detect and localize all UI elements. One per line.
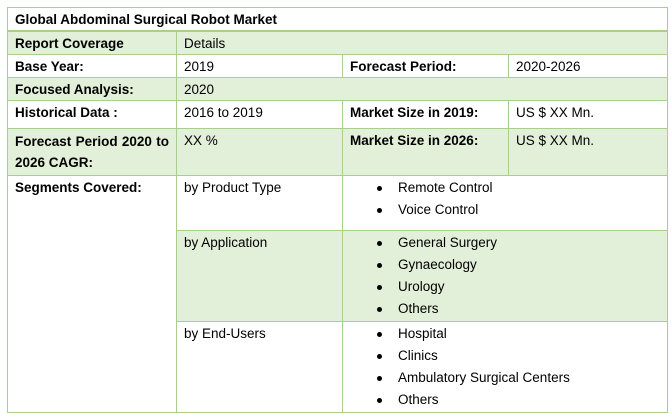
list-item: Voice Control [350, 200, 660, 222]
list-item: Urology [350, 277, 660, 299]
segment-items: Hospital Clinics Ambulatory Surgical Cen… [341, 321, 669, 413]
focused-analysis-value: 2020 [175, 77, 669, 101]
list-item: Others [350, 299, 660, 321]
coverage-value: Details [175, 30, 669, 55]
market-size-2026-value: US $ XX Mn. [507, 128, 669, 176]
cagr-label: Forecast Period 2020 to 2026 CAGR: [7, 128, 177, 176]
list-item: Hospital [350, 324, 660, 346]
historical-data-label: Historical Data : [7, 100, 177, 129]
list-item: Gynaecology [350, 255, 660, 277]
list-item: Remote Control [350, 178, 660, 200]
cagr-value: XX % [176, 128, 343, 176]
market-size-2019-value: US $ XX Mn. [507, 100, 669, 129]
market-size-2019-label: Market Size in 2019: [342, 100, 509, 129]
segment-group-name: by Product Type [176, 175, 343, 231]
market-size-2026-label: Market Size in 2026: [342, 128, 509, 176]
forecast-period-value: 2020-2026 [507, 54, 669, 78]
market-report-table: Global Abdominal Surgical Robot Market R… [6, 7, 669, 413]
focused-analysis-label: Focused Analysis: [7, 77, 177, 101]
coverage-label: Report Coverage [7, 30, 177, 55]
segment-group-name: by Application [176, 230, 343, 322]
segment-items: General Surgery Gynaecology Urology Othe… [341, 230, 669, 322]
list-item: Others [350, 390, 660, 412]
base-year-label: Base Year: [7, 54, 177, 78]
segment-group-name: by End-Users [176, 321, 343, 413]
list-item: Clinics [350, 346, 660, 368]
historical-data-value: 2016 to 2019 [176, 100, 343, 129]
list-item: General Surgery [350, 233, 660, 255]
segment-items: Remote Control Voice Control [341, 175, 669, 231]
table-title: Global Abdominal Surgical Robot Market [6, 7, 669, 32]
list-item: Ambulatory Surgical Centers [350, 368, 660, 390]
forecast-period-label: Forecast Period: [342, 54, 509, 78]
base-year-value: 2019 [176, 54, 343, 78]
segments-label: Segments Covered: [7, 175, 177, 413]
